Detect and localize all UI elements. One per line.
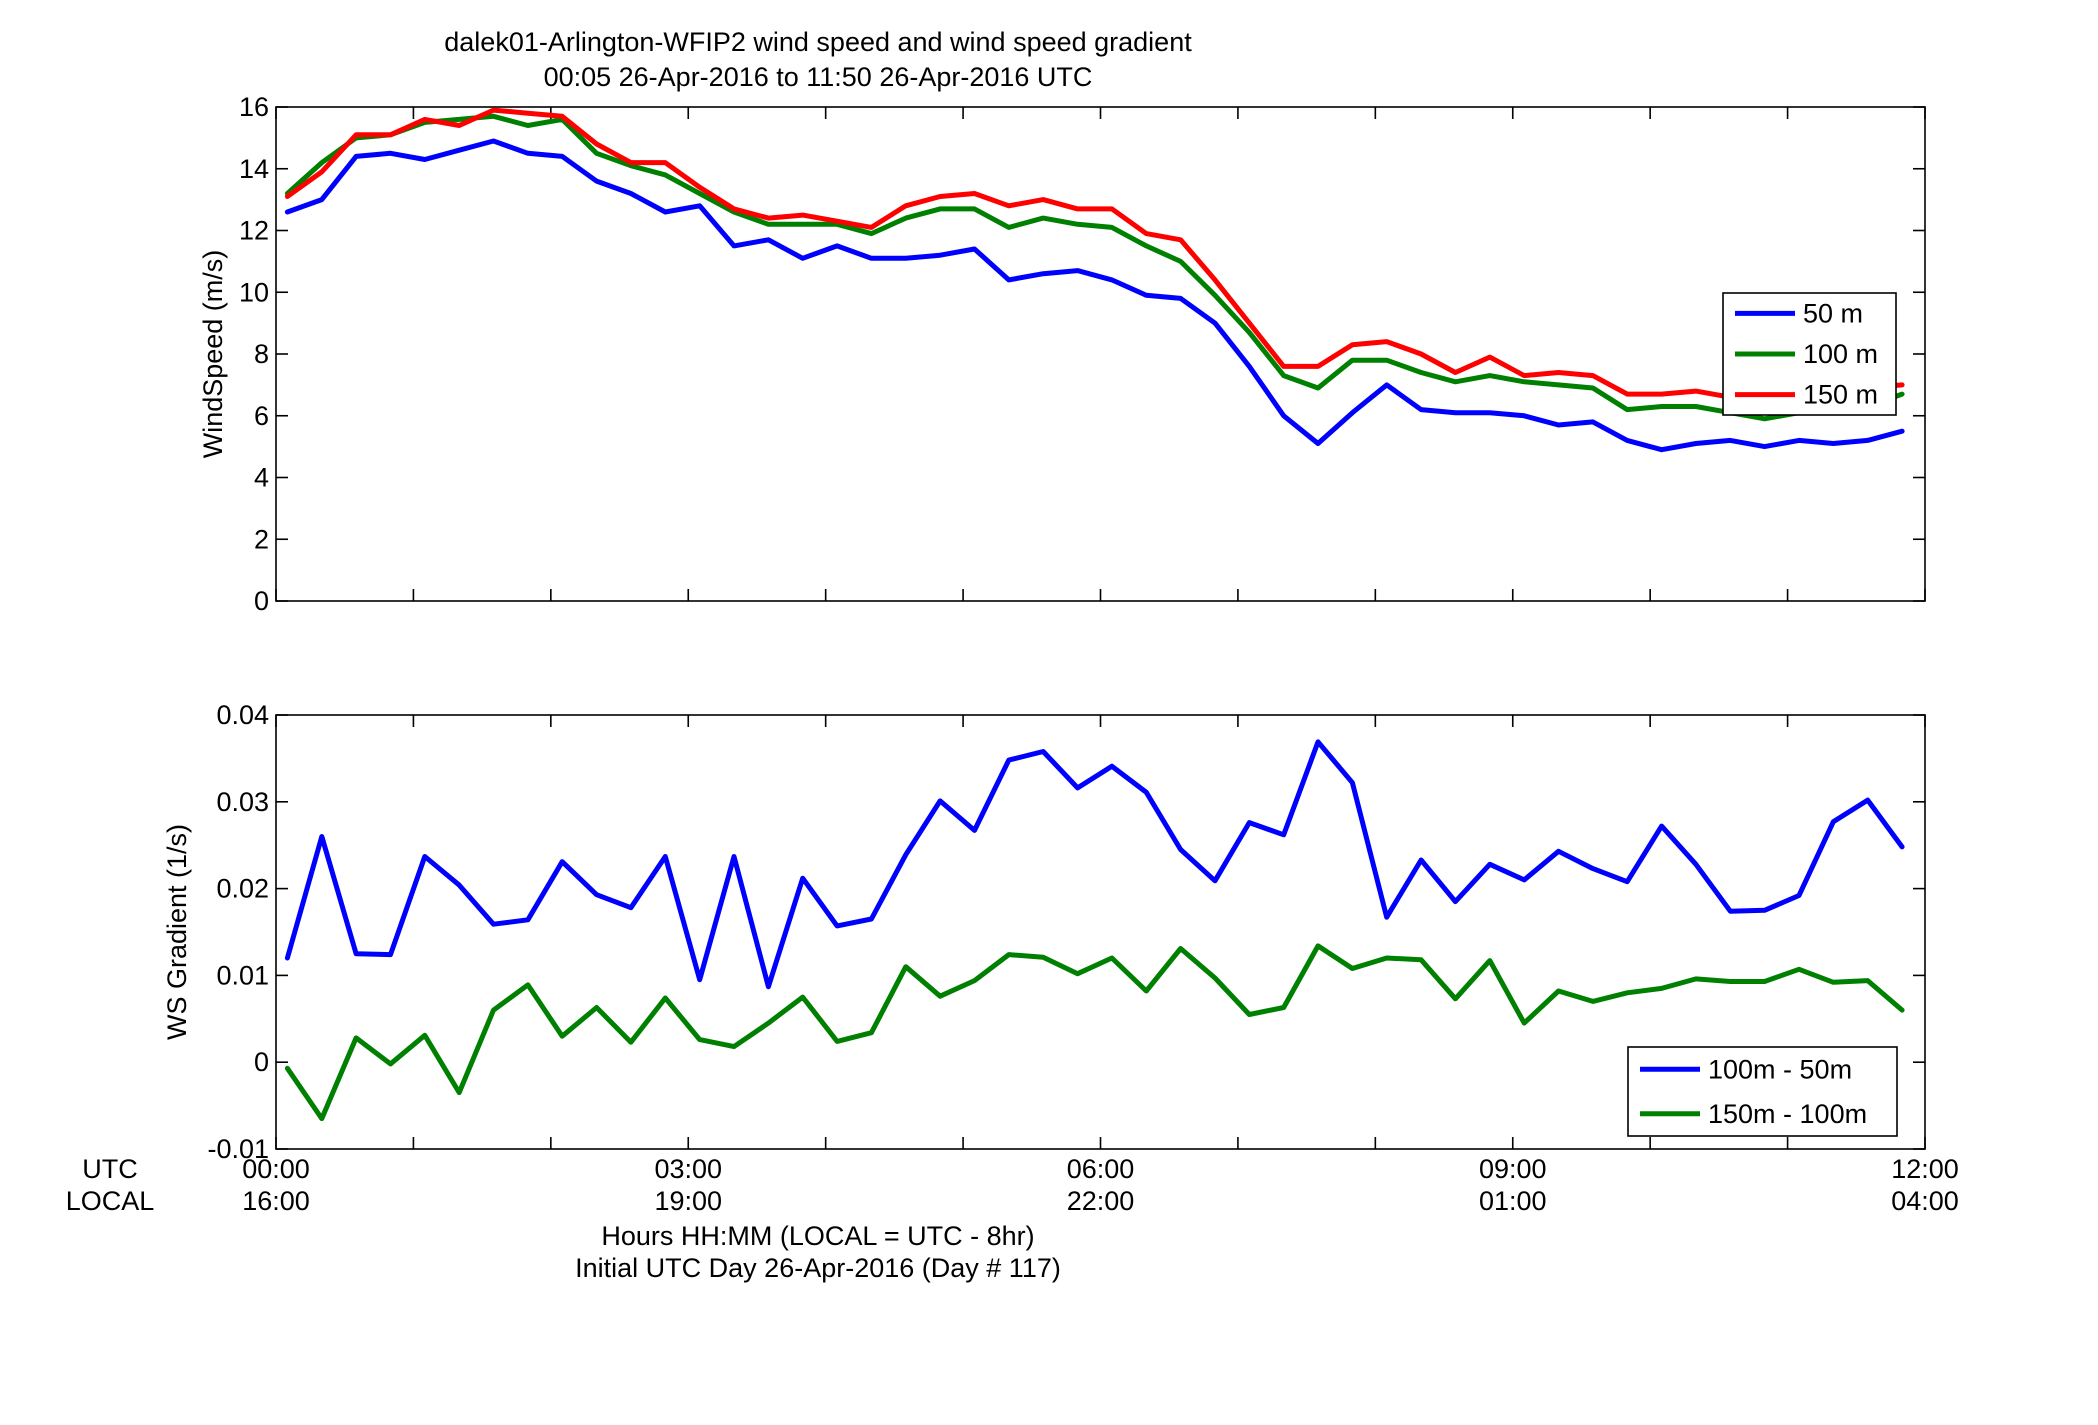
windspeed-y-tick-label: 6 bbox=[254, 401, 269, 431]
local-row-label: LOCAL bbox=[66, 1186, 155, 1216]
gradient-series-100m-50m-line bbox=[284, 739, 1905, 990]
x-tick-label-utc: 06:00 bbox=[1067, 1154, 1135, 1184]
windspeed-y-axis-label: WindSpeed (m/s) bbox=[198, 250, 228, 459]
gradient-y-tick-label: -0.01 bbox=[207, 1134, 269, 1164]
gradient-y-axis-label: WS Gradient (1/s) bbox=[162, 824, 192, 1040]
gradient-legend-box bbox=[1627, 1046, 1898, 1137]
x-tick-label-utc: 00:00 bbox=[242, 1154, 310, 1184]
windspeed-y-tick-label: 8 bbox=[254, 339, 269, 369]
figure-title-line1: dalek01-Arlington-WFIP2 wind speed and w… bbox=[444, 27, 1192, 57]
windspeed-axes: 0 2 4 6 8 10 12 14 16 WindSpeed (m/s) 50 m 100 m 150… bbox=[198, 92, 1926, 616]
windspeed-series-50-m-line bbox=[284, 138, 1905, 453]
gradient-y-tick-label: 0.01 bbox=[216, 960, 269, 990]
legend-label-150-m: 150 m bbox=[1803, 380, 1878, 410]
legend-label-100m-50m: 100m - 50m bbox=[1708, 1054, 1852, 1084]
utc-row-label: UTC bbox=[82, 1154, 138, 1184]
x-tick-label-local: 04:00 bbox=[1891, 1186, 1959, 1216]
windspeed-y-tick-label: 0 bbox=[254, 586, 269, 616]
windspeed-y-tick-label: 4 bbox=[254, 463, 269, 493]
x-axis-label-line2: Initial UTC Day 26-Apr-2016 (Day # 117) bbox=[575, 1253, 1061, 1283]
windspeed-series-100-m-line bbox=[284, 113, 1905, 422]
x-axis-label-line1: Hours HH:MM (LOCAL = UTC - 8hr) bbox=[601, 1221, 1034, 1251]
gradient-y-tick-label: 0.04 bbox=[216, 700, 269, 730]
x-tick-label-local: 16:00 bbox=[242, 1186, 310, 1216]
gradient-y-tick-label: 0 bbox=[254, 1047, 269, 1077]
gradient-series-150m-100m-line bbox=[284, 943, 1905, 1122]
legend-label-50-m: 50 m bbox=[1803, 298, 1863, 328]
windspeed-legend: 50 m 100 m 150 m bbox=[1722, 292, 1897, 416]
gradient-y-tick-label: 0.02 bbox=[216, 874, 269, 904]
x-tick-label-local: 22:00 bbox=[1067, 1186, 1135, 1216]
x-tick-label-utc: 09:00 bbox=[1479, 1154, 1547, 1184]
gradient-y-tick-label: 0.03 bbox=[216, 787, 269, 817]
gradient-legend: 100m - 50m 150m - 100m bbox=[1627, 1046, 1898, 1137]
windspeed-series-150-m-line bbox=[284, 107, 1905, 403]
x-tick-label-utc: 12:00 bbox=[1891, 1154, 1959, 1184]
legend-label-150m-100m: 150m - 100m bbox=[1708, 1099, 1867, 1129]
windspeed-y-tick-label: 16 bbox=[239, 92, 269, 122]
x-tick-label-local: 19:00 bbox=[654, 1186, 722, 1216]
windspeed-y-tick-label: 2 bbox=[254, 524, 269, 554]
x-tick-label-utc: 03:00 bbox=[654, 1154, 722, 1184]
windspeed-y-tick-label: 12 bbox=[239, 216, 269, 246]
x-tick-label-local: 01:00 bbox=[1479, 1186, 1547, 1216]
figure-title-line2: 00:05 26-Apr-2016 to 11:50 26-Apr-2016 U… bbox=[544, 62, 1093, 92]
legend-label-100-m: 100 m bbox=[1803, 339, 1878, 369]
windspeed-y-tick-label: 14 bbox=[239, 154, 269, 184]
windspeed-y-tick-label: 10 bbox=[239, 277, 269, 307]
